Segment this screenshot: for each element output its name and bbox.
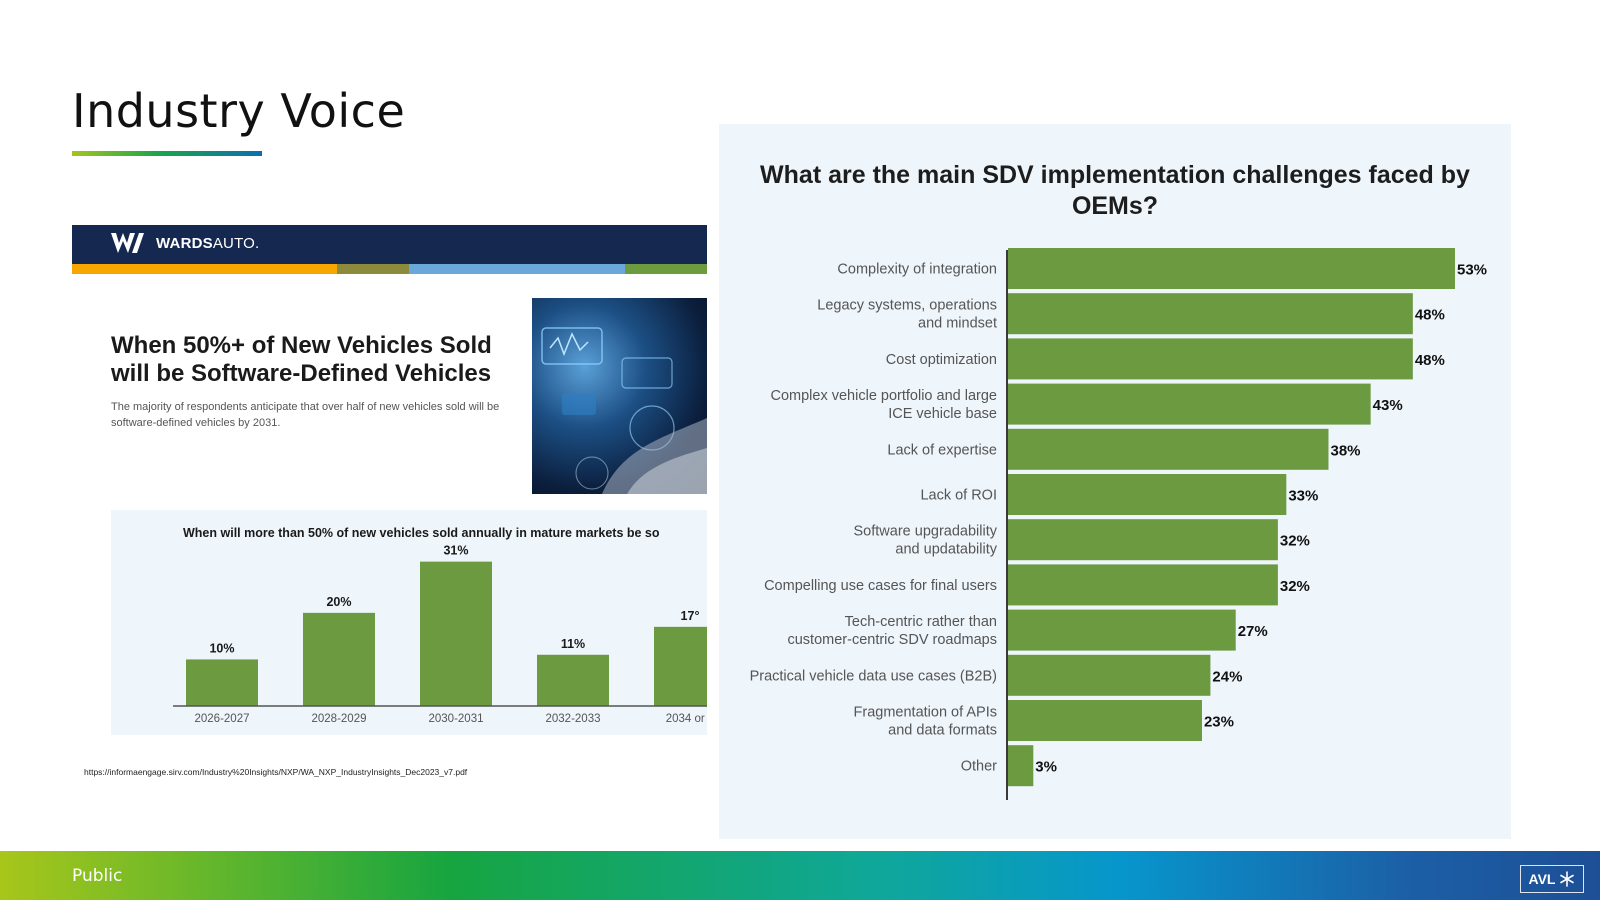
stripe-olive [337,264,409,274]
challenge-category-label: Lack of expertise [887,442,997,458]
stripe-orange [72,264,337,274]
challenge-bar-value: 24% [1212,668,1242,685]
challenge-bar-value: 33% [1288,488,1318,505]
sdv-challenges-plot: 53% Complexity of integration 48% Legacy sy… [750,248,1487,800]
sdv-timeline-chart: When will more than 50% of new vehicles … [111,510,707,735]
challenge-category-label: Compelling use cases for final users [764,578,997,594]
challenge-category-label-line: Tech-centric rather than [845,614,997,630]
challenge-category-label-line: Lack of ROI [920,488,997,504]
challenge-bar [1008,338,1413,380]
challenge-bar [1008,564,1278,606]
challenge-bar [1008,745,1034,787]
challenge-category-label: Legacy systems, operations and mindset [817,298,997,332]
challenge-category-label: Practical vehicle data use cases (B2B) [750,668,997,684]
timeline-bar [654,626,707,706]
challenge-category-label-line: Cost optimization [886,352,997,368]
footer-bar: Public AVL [0,851,1600,900]
challenge-bar [1008,293,1413,335]
challenge-bar-value: 3% [1035,759,1057,776]
challenge-bar-value: 38% [1330,442,1360,459]
timeline-bar [186,659,258,706]
challenge-bar-value: 48% [1415,307,1445,324]
wardsauto-brand-bold: WARDS [156,234,213,252]
snowflake-icon [1560,871,1575,887]
challenge-category-label: Fragmentation of APIs and data formats [854,705,997,739]
challenge-category-label: Complexity of integration [837,262,997,278]
challenge-category-label-line: Fragmentation of APIs [854,705,997,721]
challenge-category-label-line: and mindset [918,316,997,332]
sdv-timeline-chart-title: When will more than 50% of new vehicles … [183,526,660,540]
dashboard-photo-art [541,327,707,494]
stripe-green [625,264,707,274]
challenge-category-label-line: Software upgradability [854,524,998,540]
timeline-bar-value: 20% [326,595,351,609]
sdv-challenges-chart: What are the main SDV implementation cha… [719,124,1511,839]
challenge-category-label-line: Legacy systems, operations [817,298,997,314]
article-image: WARDSAUTO. When 50%+ of New Vehicles Sol… [72,225,707,745]
challenge-category-label-line: customer-centric SDV roadmaps [787,632,997,648]
timeline-x-tick: 2034 or b [666,713,707,725]
wardsauto-wordmark: WARDSAUTO. [156,235,259,252]
challenge-category-label-line: Practical vehicle data use cases (B2B) [750,668,997,684]
challenge-category-label-line: Complex vehicle portfolio and large [771,388,998,404]
challenge-category-label-line: and updatability [895,542,997,558]
challenge-bar [1008,700,1202,741]
challenge-category-label: Cost optimization [886,352,997,368]
challenge-bar [1008,383,1371,425]
challenge-category-label-line: Other [961,759,997,775]
challenge-bar-value: 27% [1238,623,1268,640]
timeline-x-tick: 2026-2027 [195,713,250,725]
article-headline: When 50%+ of New Vehicles Sold will be S… [111,332,492,387]
challenge-category-label-line: ICE vehicle base [888,406,997,422]
timeline-bar-value: 11% [561,637,585,651]
wardsauto-header-bar: WARDSAUTO. [72,225,707,264]
challenge-bar [1008,248,1455,289]
challenge-category-label-line: Complexity of integration [837,262,997,278]
challenge-category-label: Tech-centric rather than customer-centric… [787,614,997,648]
timeline-bar [537,654,609,706]
challenge-category-label: Other [961,759,997,775]
timeline-x-tick: 2032-2033 [546,713,601,725]
timeline-bar [303,612,375,706]
source-url: https://informaengage.sirv.com/Industry%… [84,767,468,777]
challenge-category-label: Lack of ROI [920,488,997,504]
challenge-bar-value: 32% [1280,533,1310,550]
challenge-category-label-line: Compelling use cases for final users [764,578,997,594]
timeline-bar-value: 10% [209,641,234,655]
wardsauto-brand-thin: AUTO. [212,234,260,252]
stripe-blue [409,264,625,274]
challenge-bar [1008,609,1236,651]
challenge-bar [1008,519,1278,561]
challenge-bar-value: 48% [1415,352,1445,369]
challenge-bar-value: 32% [1280,578,1310,595]
challenge-bar-value: 43% [1373,397,1403,414]
challenge-bar-value: 53% [1457,262,1487,279]
challenge-category-label: Complex vehicle portfolio and large ICE v… [771,388,998,422]
avl-logo-text: AVL [1528,871,1556,887]
timeline-x-tick: 2028-2029 [312,713,367,725]
avl-logo: AVL [1520,865,1584,893]
challenge-category-label: Software upgradability and updatability [854,524,998,558]
challenge-bar [1008,428,1329,470]
challenge-bar [1008,654,1211,696]
timeline-bar-value: 17° [681,609,700,623]
sdv-timeline-plot: 10% 2026-2027 20% 2028-2029 31% 2030-2031 11% 2… [173,544,707,725]
wardsauto-logo-mark-icon [111,233,144,253]
sdv-challenges-chart-title: What are the main SDV implementation cha… [760,161,1470,220]
challenge-bar [1008,474,1287,515]
timeline-bar [420,561,492,706]
dashboard-photo [532,298,707,494]
wardsauto-logo: WARDSAUTO. [110,231,259,255]
title-underline [72,151,262,156]
challenge-bar-value: 23% [1204,714,1234,731]
timeline-x-tick: 2030-2031 [429,713,484,725]
challenge-category-label-line: Lack of expertise [887,442,997,458]
challenge-category-label-line: and data formats [888,723,997,739]
timeline-bar-value: 31% [443,544,468,558]
slide-title: Industry Voice [72,84,406,138]
footer-classification-label: Public [72,866,123,886]
article-subtext: The majority of respondents anticipate t… [111,401,500,429]
